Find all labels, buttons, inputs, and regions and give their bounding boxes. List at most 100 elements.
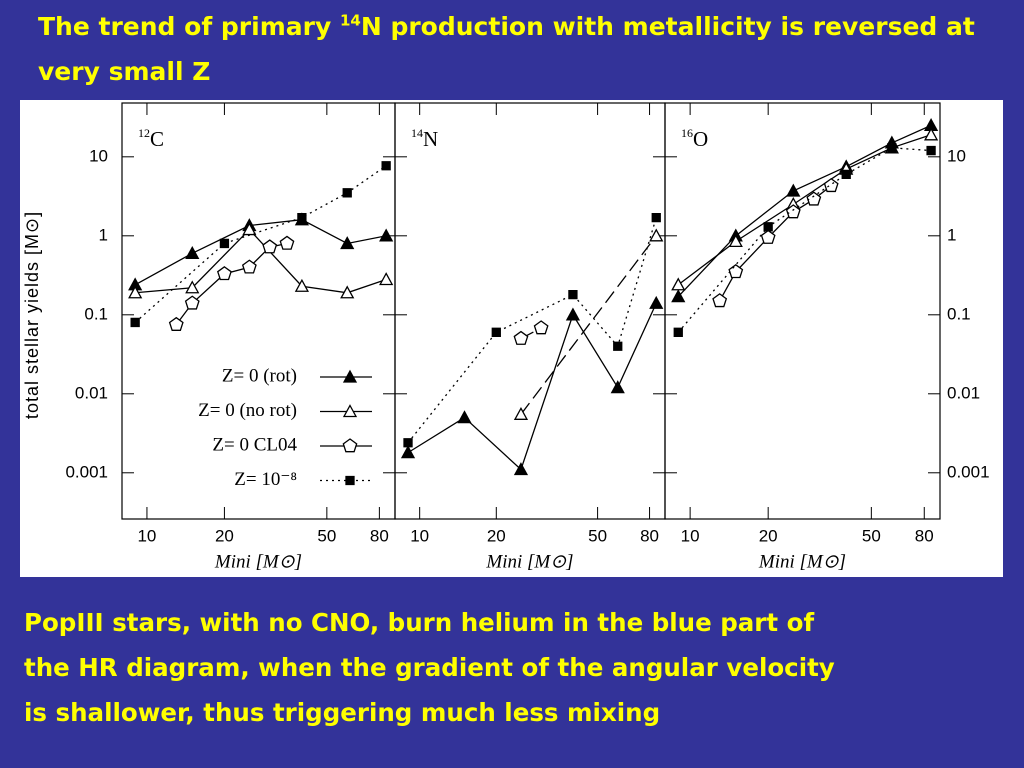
y-tick-label: 0.01 [947,383,980,402]
x-tick-label: 20 [487,526,506,545]
series [673,143,936,337]
x-tick-label: 50 [317,526,336,545]
panel-label: 12C [138,126,164,151]
panel-label: 16O [681,126,708,151]
panel-label-superscript: 14 [411,126,423,140]
marker [185,280,200,294]
marker [185,245,200,259]
marker [491,327,501,337]
x-tick-label: 80 [640,526,659,545]
x-tick-label: 10 [681,526,700,545]
x-tick-label: 20 [215,526,234,545]
y-tick-label: 0.001 [947,462,990,481]
legend-marker [342,369,358,383]
y-tick-label: 0.001 [65,462,108,481]
series [130,161,391,328]
marker [671,289,686,303]
y-tick-label: 10 [947,146,966,165]
marker [342,188,352,198]
series [513,320,549,345]
x-tick-label: 50 [588,526,607,545]
plot-frame [664,102,941,520]
y-tick-label: 0.01 [75,383,108,402]
marker [923,127,939,141]
legend-marker [342,404,358,418]
series-line [134,165,387,323]
marker [568,289,578,300]
y-tick-label: 1 [947,225,956,244]
legend-marker [345,475,355,486]
marker [841,169,851,179]
legend-label: Z= 10⁻⁸ [234,469,297,490]
marker [513,406,529,420]
body-line: the HR diagram, when the gradient of the… [24,653,835,682]
legend-marker [342,438,358,453]
marker [403,438,413,448]
y-tick-label: 0.1 [947,304,971,323]
series [712,177,839,308]
title-text: The trend of primary [38,12,340,41]
legend-label: Z= 0 CL04 [212,434,297,455]
panel-label-element: C [150,127,164,151]
marker [610,380,625,394]
panel-label-superscript: 12 [138,126,150,140]
marker [651,212,661,223]
marker [294,278,309,292]
marker [340,236,355,250]
series [403,212,661,448]
marker [613,341,623,351]
x-tick-label: 10 [137,526,156,545]
marker [673,327,683,337]
series-line [407,302,657,471]
marker [823,177,839,193]
y-tick-label: 1 [99,225,108,244]
panel-label-superscript: 16 [681,126,693,140]
title-superscript: 14 [339,11,361,30]
marker [649,295,664,309]
x-tick-label: 80 [915,526,934,545]
marker [216,266,232,281]
marker [763,222,773,232]
marker [785,204,801,219]
marker [219,238,230,249]
marker [168,316,184,331]
slide-title: The trend of primary 14N production with… [38,4,998,94]
series [400,295,664,476]
panel-label-element: N [423,127,438,151]
marker [671,277,686,291]
marker [565,307,581,321]
panel-label: 14N [411,126,438,151]
y-axis-label: total stellar yields [M⊙] [22,211,42,419]
marker [649,228,664,242]
title-text: N production with metallicity is reverse… [38,12,975,86]
marker [381,161,391,171]
legend-label: Z= 0 (rot) [222,365,297,386]
marker [887,143,897,153]
series-line [135,228,387,294]
marker [379,228,394,242]
series-line [677,124,932,298]
x-tick-label: 20 [759,526,778,545]
series [168,235,295,331]
chart-background [20,100,1003,577]
marker [533,320,549,335]
marker [513,462,529,476]
marker [297,212,307,223]
series [513,228,664,420]
marker [130,317,140,328]
marker [262,239,278,254]
x-axis-label: Mini [M⊙] [758,551,846,572]
x-tick-label: 10 [410,526,429,545]
x-axis-label: Mini [M⊙] [214,551,302,572]
marker [728,234,743,248]
y-tick-label: 10 [89,146,108,165]
x-tick-label: 80 [370,526,389,545]
body-line: PopIII stars, with no CNO, burn helium i… [24,608,815,637]
x-axis-label: Mini [M⊙] [485,551,573,572]
marker [806,191,822,206]
y-tick-label: 0.1 [84,304,108,323]
series-line [520,235,657,415]
marker [760,229,776,244]
